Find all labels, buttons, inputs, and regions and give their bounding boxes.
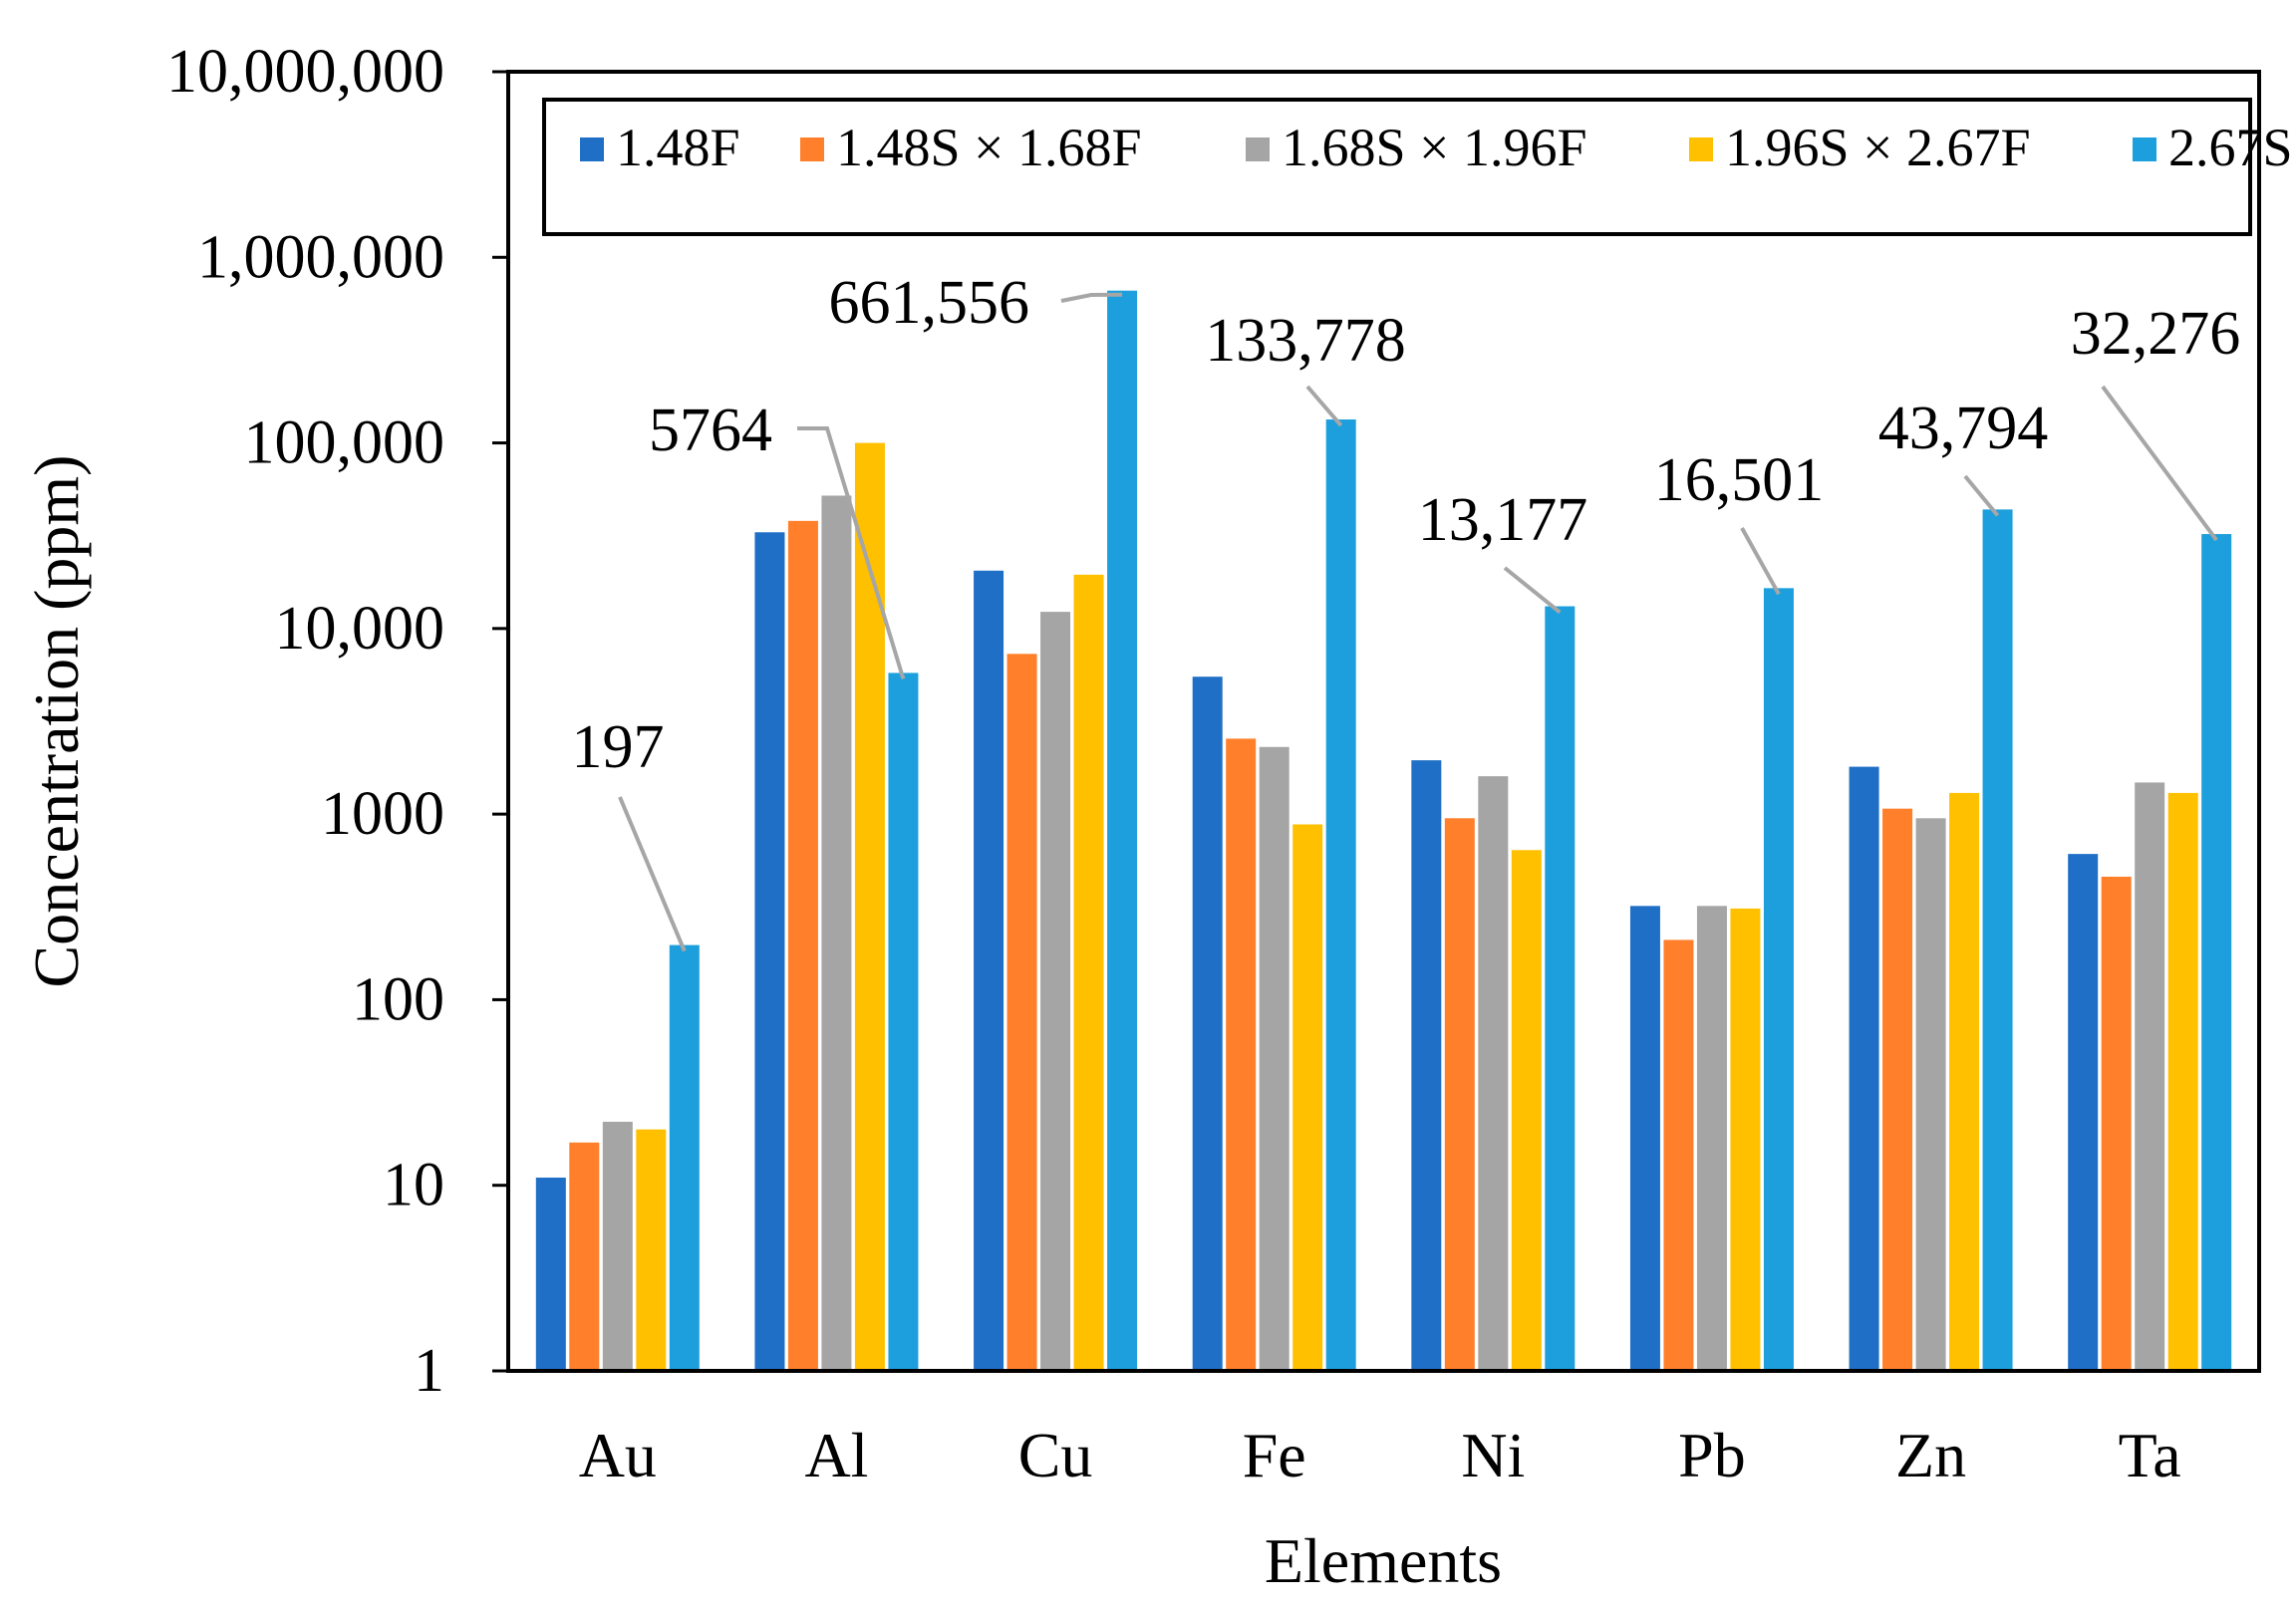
- y-tick-label: 1,000,000: [197, 223, 444, 291]
- y-axis: 1 10 100 1000 10,000 100,000 1,000,000 10,000,0…: [166, 38, 508, 1405]
- x-tick-label-al: Al: [804, 1420, 868, 1490]
- bar-au-1-48f: [535, 1178, 566, 1371]
- bar-pb-1-48f: [1629, 906, 1660, 1371]
- callout-label-au: 197: [572, 713, 665, 781]
- bar-fe-1-96s-2-67f: [1292, 824, 1323, 1371]
- bar-pb-2-67s: [1763, 588, 1794, 1371]
- plot-area-frame: [506, 70, 2261, 1373]
- bar-al-1-68s-1-96f: [821, 495, 852, 1371]
- callout-label-ta: 32,276: [2071, 300, 2241, 368]
- legend-swatch-1-96s-2-67f: [1689, 137, 1713, 161]
- bar-au-1-48s-1-68f: [569, 1142, 600, 1371]
- bar-cu-2-67s: [1107, 290, 1138, 1372]
- y-axis-title: Concentration (ppm): [21, 455, 92, 988]
- legend-label-1-48f: 1.48F: [616, 118, 740, 177]
- bar-ta-1-48f: [2068, 854, 2099, 1371]
- bar-al-2-67s: [888, 672, 919, 1371]
- bar-ta-1-96s-2-67f: [2167, 792, 2198, 1371]
- bar-al-1-96s-2-67f: [854, 442, 885, 1372]
- y-tick-label: 10,000: [275, 595, 445, 663]
- legend-box: [542, 98, 2252, 236]
- bar-zn-1-68s-1-96f: [1915, 818, 1946, 1371]
- bar-au-2-67s: [669, 944, 700, 1371]
- bar-ta-1-48s-1-68f: [2101, 876, 2132, 1371]
- x-tick-label-au: Au: [579, 1420, 657, 1490]
- legend: 1.48F 1.48S × 1.68F 1.68S × 1.96F 1.96S × 2…: [542, 98, 2293, 236]
- callouts-layer: 197 5764 661,556 133,778 13,177 16,501 43,794 3…: [572, 269, 2241, 952]
- x-axis: Au Al Cu Fe Ni Pb Zn Ta: [579, 1420, 2181, 1490]
- bar-ni-1-48f: [1411, 760, 1442, 1371]
- bar-fe-1-48f: [1192, 676, 1223, 1371]
- callout-line-zn: [1963, 474, 2000, 517]
- callout-line-pb: [1740, 527, 1781, 596]
- bar-fe-1-48s-1-68f: [1226, 738, 1257, 1371]
- callout-label-zn: 43,794: [1878, 395, 2049, 462]
- bars-layer: [535, 290, 2232, 1372]
- x-tick-label-cu: Cu: [1018, 1420, 1093, 1490]
- bar-fe-1-68s-1-96f: [1259, 746, 1290, 1371]
- callout-line-al: [797, 426, 906, 680]
- y-tick-label: 100,000: [244, 409, 445, 477]
- legend-swatch-1-48s-1-68f: [800, 137, 824, 161]
- callout-line-au: [618, 796, 687, 952]
- callout-line-ta: [2101, 385, 2218, 542]
- legend-label-1-96s-2-67f: 1.96S × 2.67F: [1725, 118, 2031, 177]
- x-tick-label-zn: Zn: [1895, 1420, 1966, 1490]
- y-tick-label: 100: [352, 965, 444, 1033]
- bar-ni-1-68s-1-96f: [1478, 776, 1509, 1371]
- bar-au-1-96s-2-67f: [636, 1129, 667, 1371]
- bar-pb-1-68s-1-96f: [1696, 906, 1727, 1371]
- callout-line-ni: [1503, 566, 1562, 615]
- legend-label-2-67s: 2.67S: [2168, 118, 2293, 177]
- callout-label-cu: 661,556: [829, 269, 1030, 337]
- bar-cu-1-68s-1-96f: [1040, 612, 1071, 1371]
- bar-zn-1-48f: [1849, 766, 1879, 1371]
- bar-pb-1-96s-2-67f: [1730, 908, 1761, 1371]
- bar-al-1-48f: [754, 532, 785, 1371]
- y-tick-label: 10,000,000: [166, 38, 444, 106]
- legend-label-1-48s-1-68f: 1.48S × 1.68F: [836, 118, 1142, 177]
- bar-zn-1-48s-1-68f: [1882, 808, 1913, 1371]
- x-tick-label-ta: Ta: [2119, 1420, 2181, 1490]
- y-tick-label: 1: [414, 1337, 444, 1405]
- x-tick-label-ni: Ni: [1461, 1420, 1525, 1490]
- bar-ni-1-96s-2-67f: [1511, 850, 1542, 1371]
- bar-ta-1-68s-1-96f: [2135, 782, 2165, 1371]
- callout-line-cu: [1060, 292, 1123, 303]
- bar-cu-1-48s-1-68f: [1006, 654, 1037, 1371]
- bar-ta-2-67s: [2201, 534, 2232, 1371]
- bar-cu-1-48f: [974, 570, 1004, 1371]
- bar-pb-1-48s-1-68f: [1663, 940, 1694, 1371]
- callout-label-al: 5764: [649, 397, 772, 464]
- callout-line-fe: [1305, 385, 1343, 427]
- bar-ni-1-48s-1-68f: [1444, 818, 1475, 1371]
- x-axis-title: Elements: [1265, 1525, 1502, 1596]
- x-tick-label-fe: Fe: [1243, 1420, 1306, 1490]
- callout-label-pb: 16,501: [1654, 446, 1825, 514]
- y-tick-label: 1000: [321, 780, 444, 848]
- bar-zn-1-96s-2-67f: [1949, 792, 1980, 1371]
- y-tick-label: 10: [383, 1152, 444, 1219]
- bar-au-1-68s-1-96f: [602, 1121, 633, 1371]
- bar-cu-1-96s-2-67f: [1073, 574, 1104, 1371]
- legend-label-1-68s-1-96f: 1.68S × 1.96F: [1282, 118, 1587, 177]
- legend-swatch-2-67s: [2133, 137, 2156, 161]
- callout-label-fe: 133,778: [1205, 307, 1406, 375]
- bar-ni-2-67s: [1545, 606, 1576, 1371]
- x-tick-label-pb: Pb: [1678, 1420, 1746, 1490]
- legend-swatch-1-48f: [580, 137, 604, 161]
- legend-swatch-1-68s-1-96f: [1246, 137, 1270, 161]
- bar-zn-2-67s: [1982, 509, 2013, 1372]
- bar-al-1-48s-1-68f: [787, 520, 818, 1371]
- callout-label-ni: 13,177: [1418, 486, 1588, 554]
- bar-fe-2-67s: [1325, 419, 1356, 1371]
